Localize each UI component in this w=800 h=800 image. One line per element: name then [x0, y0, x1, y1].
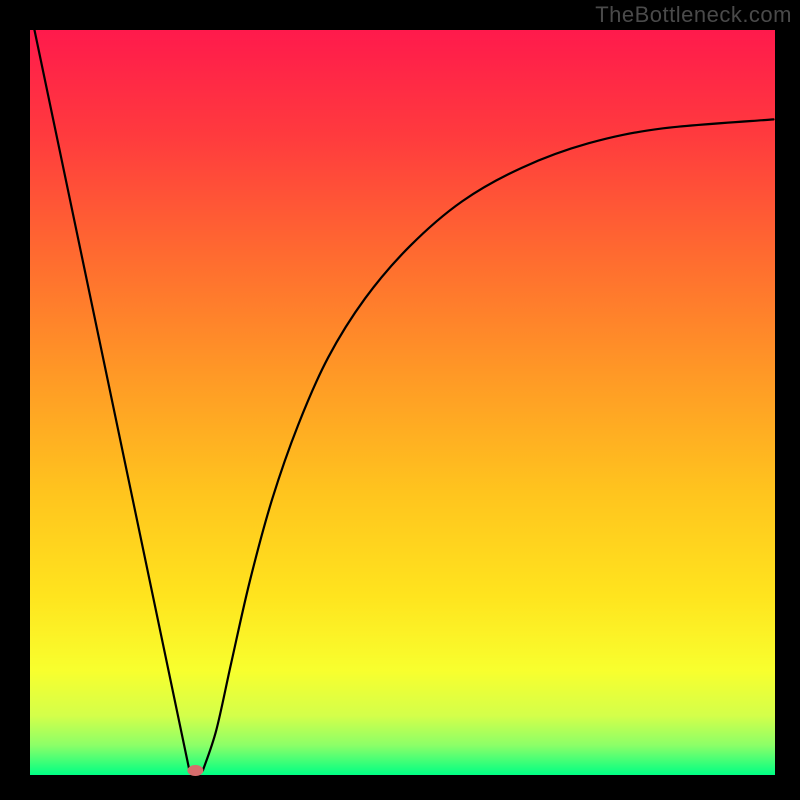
bottleneck-chart: TheBottleneck.com: [0, 0, 800, 800]
watermark-text: TheBottleneck.com: [595, 2, 792, 28]
chart-curve-layer: [0, 0, 800, 800]
minimum-marker: [187, 765, 203, 776]
bottleneck-curve: [34, 30, 773, 773]
